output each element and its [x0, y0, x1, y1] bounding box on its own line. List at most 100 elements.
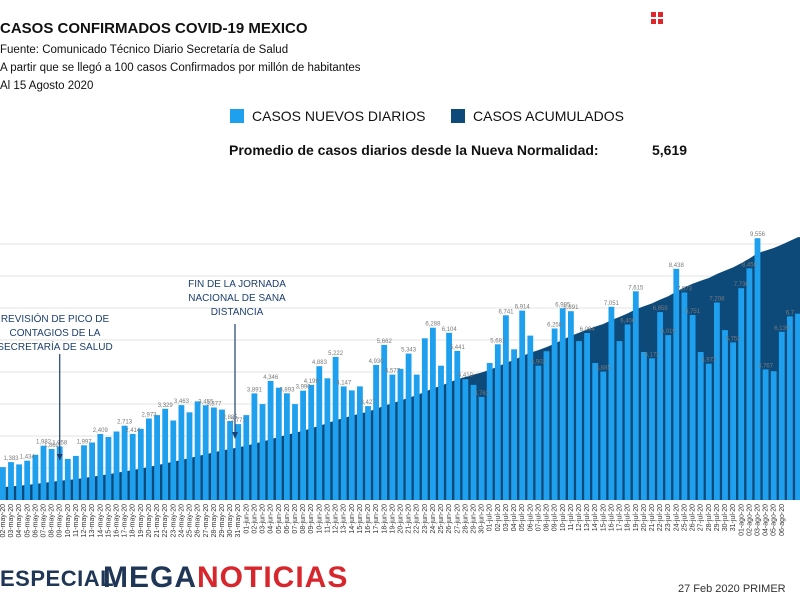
daily-bar [754, 238, 761, 500]
x-tick-label: 09-may-20 [57, 504, 64, 538]
daily-bar [778, 331, 785, 500]
x-tick-label: 14-jun-20 [349, 504, 356, 534]
x-tick-label: 26-jun-20 [446, 504, 453, 534]
chart-source: Fuente: Comunicado Técnico Diario Secret… [0, 44, 289, 56]
bar-value-label: 3,329 [158, 403, 174, 409]
bar-value-label: 2,409 [93, 428, 109, 434]
daily-bar [178, 405, 185, 500]
x-tick-label: 28-jul-20 [706, 504, 713, 531]
daily-bar [657, 312, 663, 500]
bar-value-label: 2,973 [141, 413, 157, 419]
bar-value-label: 6,741 [498, 309, 514, 315]
bar-value-label: 6,288 [425, 322, 441, 328]
bar-value-label: 4,973 [701, 358, 717, 364]
bar-value-label: 7,573 [677, 287, 693, 293]
bar-value-label: 4,767 [758, 363, 774, 369]
annotation-peak-review: REVISIÓN DE PICO DE CONTAGIOS DE LA SECR… [0, 313, 120, 355]
daily-bar [292, 404, 298, 500]
daily-bar [592, 363, 599, 500]
x-tick-label: 07-may-20 [41, 504, 48, 538]
bar-value-label: 7,615 [628, 285, 644, 291]
x-tick-label: 19-jul-20 [633, 504, 640, 531]
daily-bar [357, 386, 363, 500]
bar-value-label: 3,891 [247, 387, 263, 393]
chart-date: Al 15 Agosto 2020 [0, 80, 94, 92]
x-tick-label: 18-jul-20 [625, 504, 632, 531]
daily-bar [324, 378, 331, 500]
bar-value-label: 6,139 [774, 326, 790, 332]
x-tick-label: 28-jun-20 [462, 504, 469, 534]
daily-bar [454, 350, 461, 500]
bar-value-label: 1,434 [20, 455, 36, 461]
daily-bar [235, 424, 242, 500]
daily-bar [681, 292, 688, 500]
chart-subtitle: A partir que se llegó a 100 casos Confir… [0, 62, 361, 74]
bar-value-label: 6,104 [442, 327, 458, 333]
x-tick-label: 21-jun-20 [406, 504, 413, 534]
bar-value-label: 6,751 [685, 309, 701, 315]
x-tick-label: 19-jun-20 [389, 504, 396, 534]
bar-value-label: 4,930 [369, 359, 385, 365]
x-tick-label: 16-jul-20 [608, 504, 615, 531]
daily-bar [478, 396, 485, 500]
legend-label-cumulative: CASOS ACUMULADOS [473, 108, 624, 124]
bar-value-label: 4,902 [531, 360, 547, 366]
x-tick-label: 05-ago-20 [771, 504, 778, 536]
corner-logo-icon [651, 12, 663, 24]
bar-value-label: 4,346 [263, 375, 279, 381]
daily-bar [624, 324, 631, 500]
legend-label-daily: CASOS NUEVOS DIARIOS [252, 108, 426, 124]
x-tick-label: 14-jul-20 [592, 504, 599, 531]
daily-bar [649, 358, 655, 500]
x-tick-label: 13-may-20 [89, 504, 96, 538]
bar-value-label: 4,147 [336, 380, 352, 386]
bar-value-label: 2,885 [223, 415, 239, 421]
x-tick-label: 09-jun-20 [308, 504, 315, 534]
x-tick-label: 06-may-20 [32, 504, 39, 538]
bar-value-label: 5,662 [377, 339, 393, 345]
daily-bar [162, 408, 169, 500]
bar-value-label: 3,990 [296, 385, 312, 391]
annotation-peak-arrowhead [56, 454, 63, 460]
daily-bar [32, 454, 39, 500]
daily-bar [795, 313, 800, 500]
daily-bar [8, 462, 14, 500]
daily-bar [511, 349, 517, 500]
daily-bar [722, 330, 728, 500]
x-tick-label: 04-jul-20 [511, 504, 518, 531]
daily-bar [494, 344, 501, 500]
x-tick-label: 25-jul-20 [682, 504, 689, 531]
daily-bar [770, 371, 777, 500]
x-tick-label: 08-jun-20 [300, 504, 307, 534]
daily-bar [738, 288, 745, 500]
bar-value-label: 2,713 [117, 420, 133, 426]
daily-bar [97, 434, 104, 500]
daily-bar [89, 442, 95, 500]
chart-title: CASOS CONFIRMADOS COVID-19 MEXICO [0, 20, 308, 37]
daily-bar [762, 369, 769, 500]
bar-value-label: 3,377 [206, 402, 222, 408]
daily-bar [211, 407, 217, 500]
x-tick-label: 01-jun-20 [243, 504, 250, 534]
x-tick-label: 07-jul-20 [535, 504, 542, 531]
x-tick-label: 26-may-20 [195, 504, 202, 538]
x-tick-label: 08-may-20 [49, 504, 56, 538]
daily-bar [632, 291, 639, 500]
legend-item-cumulative: CASOS ACUMULADOS [451, 108, 624, 124]
x-tick-label: 11-may-20 [73, 504, 80, 537]
x-tick-label: 20-jun-20 [398, 504, 405, 534]
annotation-end-arrowhead [232, 432, 238, 439]
average-value: 5,619 [652, 142, 688, 158]
x-tick-label: 30-may-20 [227, 504, 234, 538]
daily-bar [527, 335, 534, 500]
daily-bar [243, 415, 250, 500]
daily-bar [284, 393, 290, 500]
x-tick-label: 03-jul-20 [503, 504, 510, 531]
bar-value-label: 4,410 [458, 373, 474, 379]
x-tick-label: 31-may-20 [235, 504, 242, 538]
x-tick-label: 05-may-20 [24, 504, 31, 538]
x-tick-label: 10-may-20 [65, 504, 72, 538]
bar-value-label: 6,859 [653, 306, 669, 312]
daily-bar [227, 421, 233, 500]
daily-bar [381, 344, 388, 500]
